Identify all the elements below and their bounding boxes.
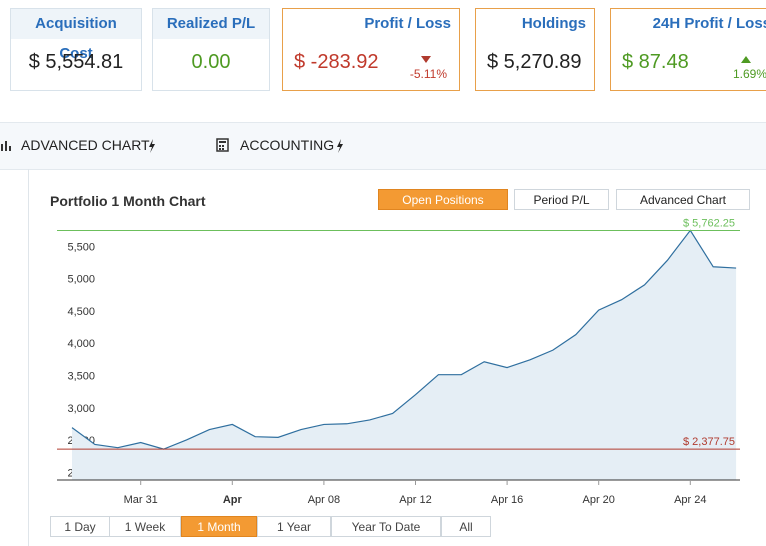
view-button[interactable]: Open Positions (378, 189, 508, 210)
range-button[interactable]: 1 Month (181, 516, 257, 537)
card-value: $ 5,554.81 (28, 51, 124, 73)
card-value: 0.00 (191, 51, 231, 73)
view-button[interactable]: Period P/L (514, 189, 609, 210)
tab[interactable]: ACCOUNTING (240, 137, 335, 153)
x-tick-label: Apr 20 (582, 494, 614, 506)
card-title: Holdings (521, 15, 586, 32)
card-title: Profit / Loss (364, 15, 451, 32)
y-tick-label: 5,000 (67, 274, 95, 286)
x-tick-label: Apr (223, 494, 243, 506)
card-title: Realized P/L (153, 9, 269, 39)
area (72, 230, 737, 480)
summary-card: Profit / Loss $ -283.92 -5.11% (282, 8, 460, 91)
line (71, 229, 737, 450)
card-title: Acquisition Cost (11, 9, 141, 62)
tab[interactable]: ADVANCED CHART (21, 137, 150, 153)
x-tick-label: Apr 16 (491, 494, 523, 506)
bolt-icon (149, 139, 155, 153)
annotation-label: $ 2,377.75 (683, 436, 735, 448)
bolt-icon (337, 139, 343, 153)
panel-title: Portfolio 1 Month Chart (50, 193, 206, 209)
chart-icon (1, 141, 11, 151)
calc-icon (216, 138, 229, 152)
card-value: $ -283.92 (294, 51, 379, 73)
change-arrow (741, 56, 751, 63)
card-value: $ 87.48 (622, 51, 689, 73)
view-button[interactable]: Advanced Chart (616, 189, 750, 210)
summary-card: 24H Profit / Loss $ 87.48 1.69% (610, 8, 766, 91)
summary-card: Acquisition Cost $ 5,554.81 (10, 8, 142, 91)
x-tick-label: Mar 31 (124, 494, 158, 506)
chart-panel: Portfolio 1 Month Chart Open Positions Pe… (28, 169, 766, 546)
card-change: -5.11% (409, 67, 447, 81)
card-title: 24H Profit / Loss (652, 15, 766, 32)
annotation-label: $ 5,762.25 (683, 217, 735, 229)
summary-card: Realized P/L 0.00 (152, 8, 270, 91)
x-tick-label: Apr 12 (399, 494, 431, 506)
range-button[interactable]: 1 Day (50, 516, 110, 537)
y-tick-label: 3,000 (67, 403, 95, 415)
range-button[interactable]: All (441, 516, 491, 537)
summary-card: Holdings $ 5,270.89 (475, 8, 595, 91)
card-value: $ 5,270.89 (487, 51, 582, 73)
arrow (741, 56, 751, 63)
range-button[interactable]: 1 Year (257, 516, 331, 537)
card-change: 1.69% (732, 67, 766, 81)
y-tick-label: 4,000 (67, 338, 95, 350)
x-tick-label: Apr 24 (674, 494, 706, 506)
change-arrow (421, 56, 431, 63)
range-button[interactable]: Year To Date (331, 516, 441, 537)
y-tick-label: 4,500 (67, 306, 95, 318)
tab-bar: ADVANCED CHART ACCOUNTING (0, 122, 766, 170)
y-tick-label: 3,500 (67, 371, 95, 383)
y-tick-label: 5,500 (67, 241, 95, 253)
arrow (421, 56, 431, 63)
range-button[interactable]: 1 Week (109, 516, 181, 537)
x-tick-label: Apr 08 (308, 494, 340, 506)
